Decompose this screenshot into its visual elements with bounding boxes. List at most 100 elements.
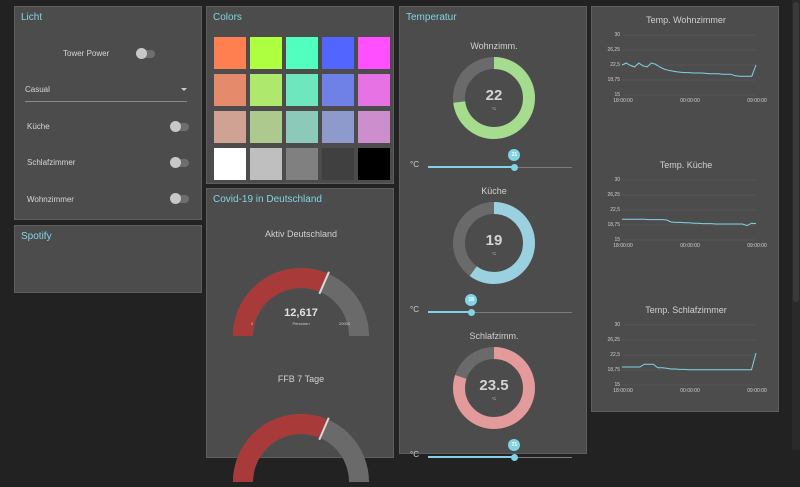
y-tick-label: 22,5 (610, 62, 620, 68)
y-tick-label: 18,75 (607, 367, 620, 373)
ring-fill (453, 57, 535, 139)
color-swatch[interactable] (286, 148, 318, 180)
room-label-wohnzimmer: Wohnzimmer (27, 195, 74, 204)
line-chart (622, 324, 757, 386)
color-swatch[interactable] (322, 148, 354, 180)
room-label-schlafzimmer: Schlafzimmer (27, 158, 76, 167)
licht-panel: Licht Tower Power Casual Küche Schlafzim… (14, 6, 202, 220)
licht-title: Licht (21, 12, 43, 23)
x-tick-label: 00:00:00 (680, 388, 700, 394)
mode-select[interactable]: Casual (25, 79, 187, 102)
spotify-title: Spotify (21, 231, 52, 242)
x-tick-label: 18:00:00 (613, 98, 633, 104)
tower-power-label: Tower Power (63, 49, 110, 58)
y-tick-label: 15 (614, 92, 620, 98)
y-tick-label: 18,75 (607, 222, 620, 228)
series-line (621, 62, 757, 77)
color-swatch[interactable] (358, 74, 390, 106)
mode-select-value: Casual (25, 85, 50, 94)
temperature-unit: °C (491, 251, 497, 256)
slider-value-bubble: 18 (465, 294, 478, 306)
colors-panel: Colors (206, 6, 394, 184)
y-tick-label: 26,25 (607, 192, 620, 198)
slider-fill (428, 166, 515, 168)
color-swatch[interactable] (286, 111, 318, 143)
color-swatch[interactable] (358, 111, 390, 143)
line-chart (622, 179, 757, 241)
slider-handle[interactable] (511, 164, 519, 171)
y-tick-label: 26,25 (607, 337, 620, 343)
gauge1-label: Aktiv Deutschland (264, 229, 338, 239)
color-swatch[interactable] (322, 37, 354, 69)
temperature-value: 23.5 (479, 377, 509, 394)
slider-value-bubble: 21 (508, 439, 521, 451)
room-name: Wohnzimm. (470, 41, 518, 51)
page-scrollbar[interactable] (792, 0, 800, 450)
ring-fill (453, 347, 535, 429)
covid-title: Covid-19 in Deutschland (213, 194, 322, 205)
color-swatch[interactable] (286, 37, 318, 69)
color-swatch[interactable] (358, 37, 390, 69)
color-swatch[interactable] (214, 37, 246, 69)
spotify-panel: Spotify (14, 225, 202, 293)
ffb-7-tage-gauge (233, 414, 369, 483)
aktiv-deutschland-gauge (233, 268, 369, 337)
x-tick-label: 09:00:00 (747, 243, 767, 249)
room-label-kueche: Küche (27, 122, 50, 131)
color-swatch[interactable] (214, 148, 246, 180)
chart-title: Temp. Küche (659, 160, 713, 170)
color-swatch[interactable] (286, 74, 318, 106)
temperatur-title: Temperatur (406, 12, 457, 23)
slider-unit-label: °C (410, 450, 419, 459)
color-swatch[interactable] (322, 111, 354, 143)
color-swatch[interactable] (322, 74, 354, 106)
y-tick-label: 30 (614, 32, 620, 38)
x-tick-label: 09:00:00 (747, 388, 767, 394)
gauge1-unit: Personen (292, 321, 310, 326)
x-tick-label: 18:00:00 (613, 243, 633, 249)
tower-power-toggle[interactable] (136, 48, 155, 59)
y-tick-label: 22,5 (610, 352, 620, 358)
x-tick-label: 09:00:00 (747, 98, 767, 104)
slider-handle[interactable] (511, 454, 519, 461)
scrollbar-thumb[interactable] (793, 2, 799, 302)
temperatur-panel: Temperatur Wohnzimm. 22 °C °C 21 Küche 19 °C °C 1… (399, 6, 587, 461)
line-chart (621, 34, 757, 96)
color-swatch[interactable] (250, 148, 282, 180)
gauge1-min: 0 (251, 321, 254, 326)
ring-fill (453, 202, 535, 284)
color-swatch[interactable] (250, 111, 282, 143)
gauge2-label: FFB 7 Tage (277, 374, 325, 384)
temperature-value: 19 (485, 232, 503, 249)
temperature-unit: °C (491, 106, 497, 111)
color-swatch[interactable] (214, 111, 246, 143)
temperature-slider[interactable] (428, 312, 572, 313)
room-name: Küche (481, 186, 507, 196)
slider-fill (428, 456, 515, 458)
x-tick-label: 00:00:00 (680, 243, 700, 249)
slider-unit-label: °C (410, 160, 419, 169)
temperature-value: 22 (485, 87, 503, 104)
kueche-toggle[interactable] (170, 121, 189, 132)
chevron-down-icon (181, 88, 187, 91)
y-tick-label: 15 (614, 382, 620, 388)
color-swatch[interactable] (358, 148, 390, 180)
color-swatch[interactable] (250, 37, 282, 69)
y-tick-label: 26,25 (607, 47, 620, 53)
color-swatch[interactable] (214, 74, 246, 106)
slider-fill (428, 311, 472, 313)
slider-handle[interactable] (468, 309, 476, 316)
temperature-unit: °C (491, 396, 497, 401)
temperature-ring-gauge (453, 202, 535, 284)
charts-panel: Temp. Wohnzimmer 30 26,25 22,5 18,75 15 18:00:… (591, 6, 779, 412)
chart-title: Temp. Wohnzimmer (646, 15, 726, 25)
schlafzimmer-toggle[interactable] (170, 157, 189, 168)
chart-title: Temp. Schlafzimmer (645, 305, 727, 315)
wohnzimmer-toggle[interactable] (170, 193, 189, 204)
slider-value-bubble: 21 (508, 149, 521, 161)
x-tick-label: 00:00:00 (680, 98, 700, 104)
temperature-ring-gauge (453, 347, 535, 429)
x-tick-label: 18:00:00 (613, 388, 633, 394)
color-swatch[interactable] (250, 74, 282, 106)
temperature-ring-gauge (453, 57, 535, 139)
